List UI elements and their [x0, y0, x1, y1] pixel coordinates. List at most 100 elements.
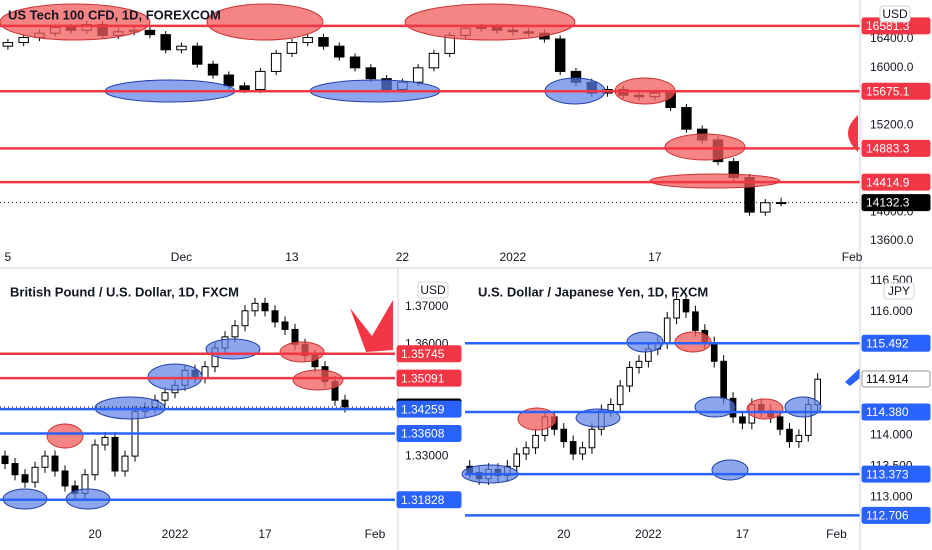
x-tick-label: 2022 — [162, 527, 189, 541]
candle-body — [532, 434, 539, 449]
y-tick-label: 116.000 — [870, 304, 913, 318]
currency-label: USD — [420, 283, 446, 297]
zone — [694, 396, 736, 418]
level-label: 114.380 — [866, 405, 909, 419]
candle-body — [286, 42, 298, 54]
candle-body — [101, 436, 109, 446]
y-tick-label: 114.000 — [870, 428, 913, 442]
level-label: 1.34259 — [401, 402, 445, 416]
zone — [292, 369, 344, 391]
x-tick-label: 17 — [648, 250, 662, 264]
red-pointer — [848, 115, 858, 152]
candle-body — [579, 447, 586, 455]
candle-body — [111, 436, 119, 472]
candle-body — [91, 444, 99, 476]
level-label-box — [861, 173, 931, 191]
candle-body — [710, 342, 718, 362]
currency-box — [417, 281, 449, 299]
candle-body — [616, 385, 624, 406]
level-label: 15675.1 — [866, 84, 910, 98]
candle-body — [365, 67, 377, 80]
candle-body — [176, 45, 187, 51]
candle-body — [786, 428, 793, 443]
candle-body — [241, 310, 249, 327]
candle-body — [569, 441, 577, 455]
level-label: 115.492 — [866, 336, 909, 350]
level-label-box — [396, 369, 462, 387]
level-label-box — [396, 491, 462, 509]
zone — [664, 133, 746, 161]
candle-body — [663, 317, 671, 344]
candle-body — [760, 202, 771, 213]
candle-body — [673, 299, 680, 319]
zone — [46, 423, 84, 449]
levels — [0, 24, 860, 517]
level-label: 14132.3 — [866, 196, 910, 210]
candle-body — [239, 85, 250, 90]
level-label: 114.914 — [866, 372, 909, 386]
candle-body — [349, 56, 361, 69]
candle-body — [271, 310, 279, 323]
candle-body — [720, 360, 727, 399]
level-label-box — [861, 334, 931, 352]
level-label-box — [861, 403, 931, 421]
x-tick-label: 20 — [88, 527, 102, 541]
x-tick-label: 17 — [736, 527, 750, 541]
candle-body — [513, 453, 521, 467]
zone — [0, 3, 151, 41]
candle-body — [144, 29, 156, 36]
x-tick-label: Feb — [365, 527, 386, 541]
candle-body — [270, 52, 282, 72]
chart-title: U.S. Dollar / Japanese Yen, 1D, FXCM — [478, 284, 708, 299]
level-label: 14883.3 — [866, 142, 910, 156]
candle-body — [21, 474, 29, 483]
zone — [206, 3, 324, 41]
zone — [674, 331, 712, 353]
currency-label: JPY — [888, 284, 910, 298]
y-tick-label: 13600.0 — [870, 233, 914, 247]
candle-body — [775, 202, 787, 205]
level-label: 14414.9 — [866, 175, 910, 189]
level-label: 1.33608 — [401, 427, 445, 441]
x-tick-label: 17 — [258, 527, 272, 541]
candle-body — [1, 455, 9, 465]
x-tick-label: 13 — [285, 250, 299, 264]
y-tick-label: 1.33000 — [405, 448, 449, 462]
candle-body — [302, 37, 313, 44]
x-tick-label: 22 — [396, 250, 410, 264]
level-label: 112.706 — [866, 509, 909, 523]
zone — [746, 398, 784, 420]
candle-body — [251, 302, 259, 312]
chart-title: British Pound / U.S. Dollar, 1D, FXCM — [10, 284, 239, 299]
zone — [205, 338, 261, 360]
level-label-box — [861, 370, 931, 388]
candle-body — [18, 37, 29, 44]
candle-body — [554, 38, 566, 72]
x-tick-label: Feb — [826, 527, 847, 541]
currency-box — [879, 5, 911, 23]
candle-body — [739, 416, 746, 424]
candle-body — [635, 360, 643, 368]
candle-body — [522, 447, 530, 455]
candle-body — [281, 321, 289, 330]
candle-body — [318, 37, 329, 47]
zone — [279, 341, 325, 363]
zone — [711, 459, 749, 481]
candle-body — [51, 455, 59, 472]
candle-body — [201, 366, 209, 379]
zone — [784, 396, 822, 418]
chart-title: US Tech 100 CFD, 1D, FOREXCOM — [8, 7, 221, 22]
candle-body — [428, 52, 440, 69]
level-label: 1.35091 — [401, 371, 445, 385]
y-tick-label: 113.000 — [870, 489, 913, 503]
candle-body — [161, 392, 169, 401]
zone — [404, 3, 576, 41]
candle-body — [795, 434, 803, 443]
candle-body — [412, 67, 424, 83]
candle-body — [192, 45, 203, 65]
red-check — [350, 300, 393, 352]
level-label: 1.31828 — [401, 493, 445, 507]
candle-body — [588, 428, 596, 449]
candle-body — [61, 470, 69, 487]
